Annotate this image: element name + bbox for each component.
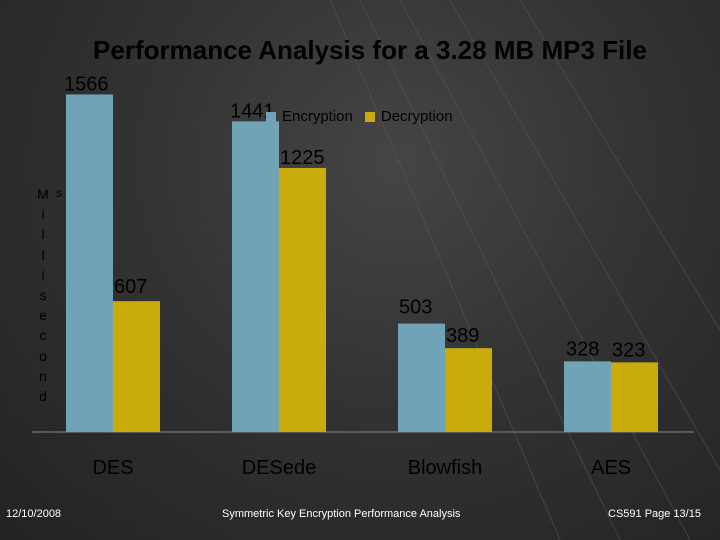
y-axis-label-char: i [41, 206, 45, 223]
y-axis-label-char: s [39, 287, 47, 304]
data-label-decryption-aes: 323 [612, 339, 645, 361]
data-label-decryption-blowfish: 389 [446, 325, 479, 347]
bar-encryption-des [66, 94, 113, 432]
legend-swatch-encryption [266, 111, 276, 122]
y-axis-label-char: M [37, 186, 49, 202]
y-axis-label-char: n [39, 367, 47, 384]
y-axis-label-char: c [39, 327, 47, 344]
x-tick-label-des: DES [92, 457, 133, 479]
data-label-encryption-desede: 1441 [230, 100, 275, 122]
data-label-encryption-blowfish: 503 [399, 297, 432, 319]
bar-encryption-blowfish [398, 323, 445, 432]
bar-decryption-aes [611, 362, 658, 432]
data-label-decryption-des: 607 [114, 276, 147, 298]
bar-encryption-desede [232, 121, 279, 432]
y-axis-label-char: e [39, 307, 47, 324]
footer-date: 12/10/2008 [6, 508, 62, 520]
bar-decryption-desede [279, 167, 326, 432]
bar-decryption-blowfish [445, 348, 492, 432]
x-tick-label-aes: AES [591, 457, 631, 479]
y-axis-label-char: l [41, 226, 45, 243]
y-axis-label-char: l [41, 246, 45, 263]
x-tick-label-desede: DESede [242, 457, 317, 479]
bar-decryption-des [113, 301, 160, 432]
x-tick-label-blowfish: Blowfish [408, 457, 482, 479]
legend-swatch-decryption [364, 111, 375, 122]
y-axis-label-char: d [39, 388, 47, 405]
chart-title: Performance Analysis for a 3.28 MB MP3 F… [93, 35, 647, 65]
y-axis-label-char: o [39, 347, 47, 364]
legend-item-encryption: Encryption [266, 108, 353, 125]
footer-page-number: CS591 Page 13/15 [608, 508, 701, 520]
legend-item-decryption: Decryption [364, 108, 453, 125]
bar-encryption-aes [564, 361, 611, 432]
data-label-decryption-desede: 1225 [280, 147, 325, 169]
y-axis-label-char: i [41, 266, 45, 283]
data-label-encryption-des: 1566 [64, 73, 109, 95]
legend-label-encryption: Encryption [282, 108, 353, 125]
y-axis-label-s: s [56, 186, 62, 200]
data-label-encryption-aes: 328 [566, 338, 599, 360]
legend-label-decryption: Decryption [380, 108, 453, 125]
legend: Encryption Decryption [266, 108, 465, 125]
footer-center-text: Symmetric Key Encryption Performance Ana… [222, 508, 461, 520]
